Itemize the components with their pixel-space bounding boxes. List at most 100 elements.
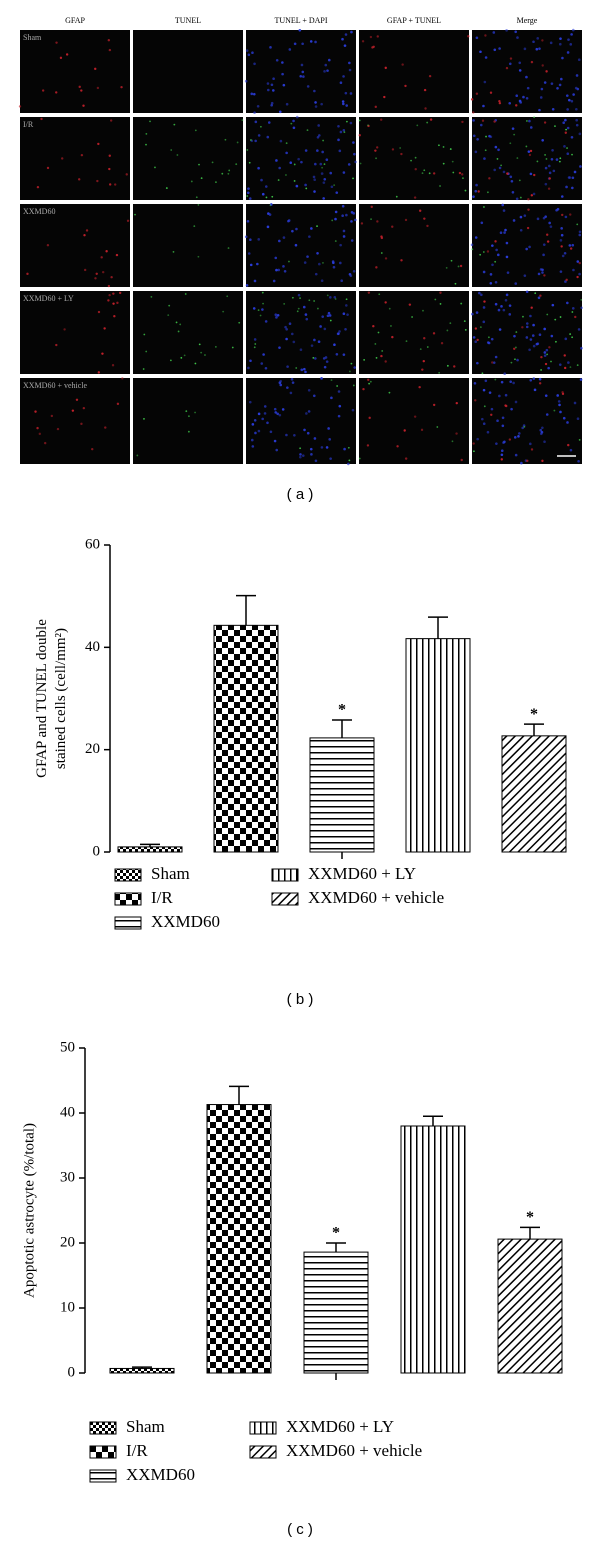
cell-dot xyxy=(306,129,309,132)
cell-dot xyxy=(423,337,426,340)
y-tick-label: 0 xyxy=(68,1364,76,1380)
cell-dot xyxy=(455,432,458,435)
cell-dot xyxy=(352,269,356,273)
cell-dot xyxy=(314,272,318,276)
cell-dot xyxy=(545,348,549,352)
cell-dot xyxy=(261,308,264,311)
cell-dot xyxy=(410,159,412,162)
cell-dot xyxy=(103,327,106,330)
cell-dot xyxy=(284,325,287,329)
cell-dot xyxy=(283,270,287,273)
cell-dot xyxy=(107,38,111,42)
cell-dot xyxy=(108,154,111,157)
cell-dot xyxy=(194,362,197,365)
cell-dot xyxy=(249,238,252,242)
cell-dot xyxy=(561,392,565,396)
micrograph xyxy=(359,117,469,200)
micrograph xyxy=(472,204,582,287)
cell-dot xyxy=(172,251,175,253)
legend-label: I/R xyxy=(151,888,173,907)
micrograph xyxy=(359,291,469,374)
cell-dot xyxy=(551,107,555,111)
cell-dot xyxy=(376,220,379,223)
cell-dot xyxy=(328,314,332,317)
cell-dot xyxy=(245,49,249,52)
cell-dot xyxy=(518,69,522,72)
cell-dot xyxy=(560,227,563,230)
legend-swatch xyxy=(114,868,142,882)
cell-dot xyxy=(165,187,168,189)
cell-dot xyxy=(270,83,274,87)
cell-dot xyxy=(340,279,343,283)
cell-dot xyxy=(330,379,333,382)
cell-dot xyxy=(481,119,485,122)
cell-dot xyxy=(195,196,198,199)
cell-dot xyxy=(271,195,274,198)
cell-dot xyxy=(251,445,255,448)
cell-dot xyxy=(475,92,479,95)
cell-dot xyxy=(272,89,275,92)
cell-dot xyxy=(50,414,54,418)
cell-dot xyxy=(293,163,296,166)
cell-dot xyxy=(512,219,516,222)
cell-dot xyxy=(484,149,487,152)
cell-dot xyxy=(256,262,259,266)
cell-dot xyxy=(536,37,540,40)
cell-dot xyxy=(479,50,482,54)
cell-dot xyxy=(572,28,575,32)
cell-dot xyxy=(185,410,188,413)
cell-dot xyxy=(261,417,264,421)
cell-dot xyxy=(107,284,111,288)
cell-dot xyxy=(344,91,348,95)
cell-dot xyxy=(347,462,350,466)
cell-dot xyxy=(281,408,285,411)
cell-dot xyxy=(276,412,279,416)
cell-dot xyxy=(309,447,313,451)
micrograph xyxy=(20,378,130,464)
cell-dot xyxy=(399,147,402,149)
cell-dot xyxy=(474,327,478,330)
cell-dot xyxy=(493,120,496,123)
cell-dot xyxy=(544,215,547,218)
cell-dot xyxy=(525,336,529,339)
cell-dot xyxy=(570,33,573,36)
cell-dot xyxy=(554,318,557,321)
cell-dot xyxy=(474,236,478,239)
cell-dot xyxy=(288,260,290,263)
cell-dot xyxy=(371,46,374,49)
cell-dot xyxy=(384,360,387,363)
cell-dot xyxy=(126,219,130,222)
cell-dot xyxy=(460,458,463,462)
cell-dot xyxy=(578,230,582,234)
cell-dot xyxy=(257,134,261,137)
cell-dot xyxy=(519,196,522,199)
cell-dot xyxy=(285,142,288,145)
cell-dot xyxy=(329,319,332,322)
cell-dot xyxy=(566,108,569,111)
cell-dot xyxy=(558,160,561,163)
cell-dot xyxy=(432,403,436,407)
cell-dot xyxy=(502,308,506,312)
cell-dot xyxy=(490,407,494,411)
cell-dot xyxy=(512,381,515,385)
cell-dot xyxy=(341,37,344,41)
cell-dot xyxy=(518,432,521,435)
cell-dot xyxy=(267,121,271,124)
cell-dot xyxy=(312,394,316,398)
cell-dot xyxy=(97,371,101,374)
cell-dot xyxy=(559,316,562,318)
cell-dot xyxy=(320,446,324,449)
cell-dot xyxy=(332,265,336,269)
cell-dot xyxy=(478,291,481,295)
cell-dot xyxy=(200,351,203,354)
cell-dot xyxy=(518,179,521,182)
cell-dot xyxy=(578,261,581,265)
cell-dot xyxy=(291,229,294,233)
cell-dot xyxy=(352,384,355,387)
cell-dot xyxy=(541,459,544,463)
cell-dot xyxy=(289,391,293,395)
cell-dot xyxy=(544,394,548,397)
cell-dot xyxy=(556,207,560,211)
cell-dot xyxy=(560,195,564,198)
cell-dot xyxy=(288,48,292,51)
